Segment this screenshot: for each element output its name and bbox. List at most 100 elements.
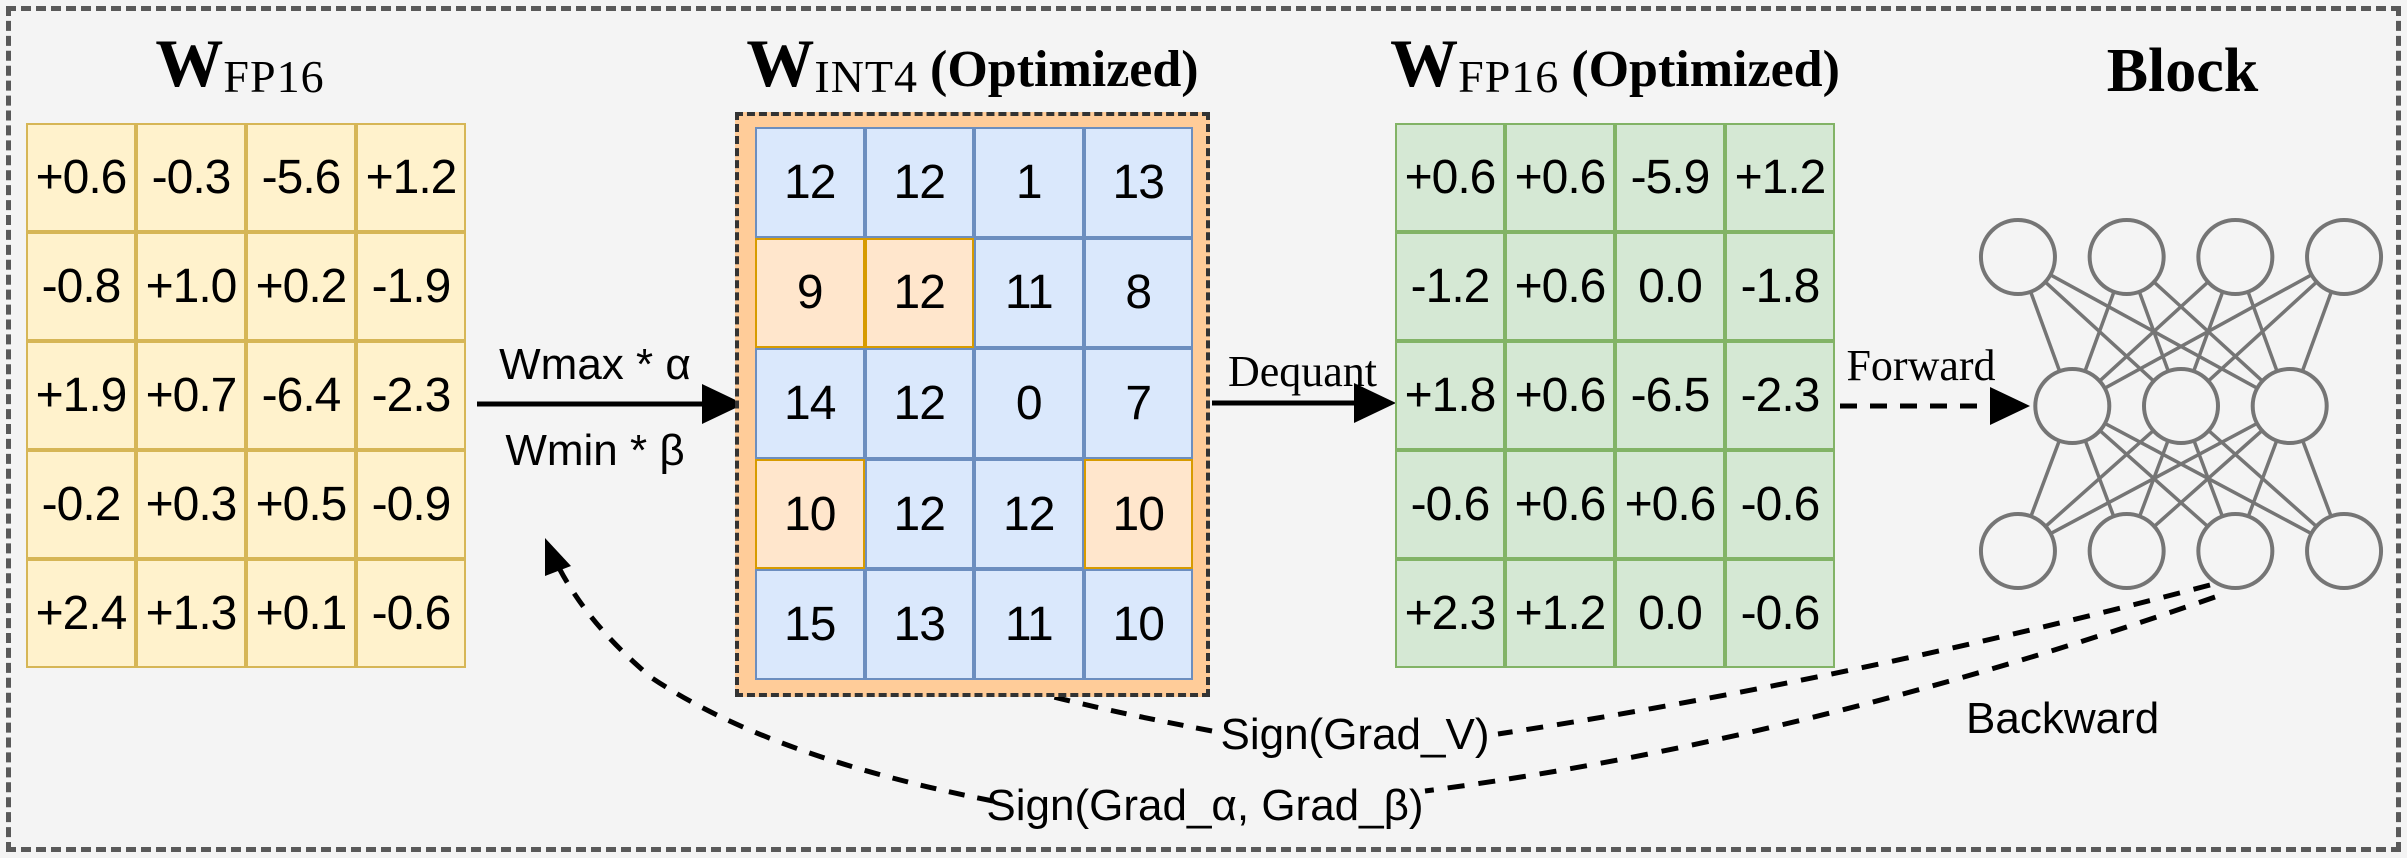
network-edge (2071, 404, 2237, 553)
matrix-cell-w-int4-r3c3: 10 (1083, 458, 1193, 570)
network-edge (2016, 256, 2074, 407)
network-edge (2179, 404, 2346, 553)
matrix-cell-w-fp16-optimized-r2c3: -2.3 (1725, 341, 1835, 450)
network-edge (2071, 255, 2237, 408)
title-w-fp16-opt-base: W (1390, 25, 1459, 101)
matrix-cell-w-fp16-optimized-r0c1: +0.6 (1505, 123, 1615, 232)
matrix-cell-w-int4-r1c3: 8 (1083, 237, 1193, 349)
matrix-cell-w-fp16-optimized-r3c1: +0.6 (1505, 450, 1615, 559)
matrix-cell-w-int4-r1c0: 9 (755, 237, 865, 349)
network-edge (2233, 256, 2292, 407)
network-node-l0n0 (1978, 218, 2057, 296)
backward-label: Backward (1966, 694, 2160, 743)
network-node-l2n0 (1978, 512, 2057, 590)
matrix-cell-w-fp16-r1c1: +1.0 (136, 232, 246, 341)
matrix-cell-w-fp16-optimized-r2c2: -6.5 (1615, 341, 1725, 450)
title-w-int4-base: W (746, 25, 815, 101)
title-w-fp16: WFP16 (26, 24, 466, 103)
sign-grad-ab-label: Sign(Grad_α, Grad_β) (986, 781, 1424, 830)
matrix-cell-w-int4-r0c3: 13 (1083, 127, 1193, 238)
matrix-cell-w-int4-r1c2: 11 (974, 237, 1084, 349)
network-node-l2n1 (2087, 512, 2166, 590)
block-network (1978, 218, 2384, 590)
network-node-l0n1 (2087, 218, 2166, 296)
matrix-cell-w-fp16-optimized-r1c0: -1.2 (1395, 232, 1505, 341)
quantize-arrow (477, 384, 744, 424)
network-edge (2179, 255, 2346, 408)
wmax-alpha-label: Wmax * α (499, 340, 691, 389)
matrix-cell-w-fp16-r3c3: -0.9 (356, 450, 466, 559)
title-w-fp16-opt-suffix: (Optimized) (1571, 41, 1840, 98)
matrix-w-int4: 12 12 1 13 9 12 11 8 14 12 0 7 10 12 12 10 15 13 11 10 (755, 127, 1193, 680)
matrix-cell-w-int4-r3c0: 10 (755, 458, 865, 570)
network-edge (2071, 404, 2345, 553)
matrix-cell-w-fp16-optimized-r0c0: +0.6 (1395, 123, 1505, 232)
network-edge (2125, 255, 2291, 408)
network-node-l2n3 (2305, 512, 2384, 590)
network-edge (2016, 404, 2183, 553)
network-edge (2179, 405, 2237, 552)
title-w-fp16-base: W (155, 25, 224, 101)
matrix-cell-w-fp16-optimized-r2c1: +0.6 (1505, 341, 1615, 450)
int4-group-frame: 12 12 1 13 9 12 11 8 14 12 0 7 10 12 12 10 15 13 11 10 (735, 112, 1210, 697)
matrix-cell-w-fp16-r1c3: -1.9 (356, 232, 466, 341)
matrix-cell-w-int4-r1c1: 12 (864, 237, 974, 349)
wmin-beta-label: Wmin * β (505, 426, 685, 475)
network-edge (2125, 405, 2183, 552)
matrix-cell-w-fp16-r0c0: +0.6 (26, 123, 136, 232)
matrix-cell-w-fp16-r0c3: +1.2 (356, 123, 466, 232)
matrix-cell-w-int4-r0c0: 12 (755, 127, 865, 238)
network-node-l1n0 (2033, 367, 2112, 445)
matrix-cell-w-fp16-r4c1: +1.3 (136, 559, 246, 668)
matrix-cell-w-int4-r3c1: 12 (864, 458, 974, 570)
matrix-w-fp16-optimized: +0.6 +0.6 -5.9 +1.2 -1.2 +0.6 0.0 -1.8 +1.8 +0.6-… (1395, 123, 1835, 668)
title-w-int4: WINT4 (Optimized) (735, 24, 1210, 103)
matrix-cell-w-fp16-r4c2: +0.1 (246, 559, 356, 668)
matrix-cell-w-fp16-r2c0: +1.9 (26, 341, 136, 450)
matrix-cell-w-fp16-r4c0: +2.4 (26, 559, 136, 668)
matrix-cell-w-fp16-optimized-r1c2: 0.0 (1615, 232, 1725, 341)
network-node-l0n2 (2196, 218, 2275, 296)
matrix-cell-w-fp16-r3c2: +0.5 (246, 450, 356, 559)
matrix-cell-w-fp16-optimized-r4c2: 0.0 (1615, 559, 1725, 668)
forward-arrow (1840, 387, 2030, 425)
matrix-cell-w-fp16-optimized-r4c0: +2.3 (1395, 559, 1505, 668)
matrix-cell-w-fp16-optimized-r3c3: -0.6 (1725, 450, 1835, 559)
network-edge (2288, 405, 2346, 552)
matrix-cell-w-int4-r4c1: 13 (864, 569, 974, 680)
matrix-cell-w-fp16-optimized-r3c2: +0.6 (1615, 450, 1725, 559)
network-edge (2233, 405, 2292, 552)
matrix-cell-w-fp16-optimized-r4c3: -0.6 (1725, 559, 1835, 668)
network-edge (2016, 255, 2183, 408)
matrix-cell-w-int4-r2c2: 0 (974, 348, 1084, 459)
network-node-l2n2 (2196, 512, 2275, 590)
title-w-fp16-sub: FP16 (223, 51, 325, 102)
title-w-fp16-optimized: WFP16 (Optimized) (1380, 24, 1850, 103)
matrix-cell-w-int4-r4c2: 11 (974, 569, 1084, 680)
matrix-cell-w-int4-r0c2: 1 (974, 127, 1084, 238)
matrix-cell-w-int4-r0c1: 12 (864, 127, 974, 238)
network-edge (2125, 256, 2183, 407)
matrix-cell-w-int4-r2c3: 7 (1083, 348, 1193, 459)
matrix-cell-w-fp16-r2c3: -2.3 (356, 341, 466, 450)
network-edge (2070, 256, 2129, 407)
matrix-cell-w-fp16-optimized-r0c2: -5.9 (1615, 123, 1725, 232)
matrix-cell-w-fp16-optimized-r3c0: -0.6 (1395, 450, 1505, 559)
network-edge (2017, 255, 2291, 408)
matrix-cell-w-int4-r4c0: 15 (755, 569, 865, 680)
matrix-w-fp16: +0.6 -0.3 -5.6 +1.2 -0.8 +1.0 +0.2 -1.9 +1.9 +0.7… (26, 123, 466, 668)
network-edge (2070, 405, 2129, 552)
matrix-cell-w-fp16-r3c0: -0.2 (26, 450, 136, 559)
network-edge (2288, 256, 2346, 407)
matrix-cell-w-fp16-r0c2: -5.6 (246, 123, 356, 232)
network-edge (2016, 405, 2074, 552)
network-node-l0n3 (2305, 218, 2384, 296)
forward-label: Forward (1846, 341, 1996, 390)
matrix-cell-w-fp16-r0c1: -0.3 (136, 123, 246, 232)
matrix-cell-w-fp16-r4c3: -0.6 (356, 559, 466, 668)
network-edge (2071, 255, 2345, 408)
network-edge (2125, 404, 2291, 553)
matrix-cell-w-fp16-r3c1: +0.3 (136, 450, 246, 559)
matrix-cell-w-fp16-r1c0: -0.8 (26, 232, 136, 341)
